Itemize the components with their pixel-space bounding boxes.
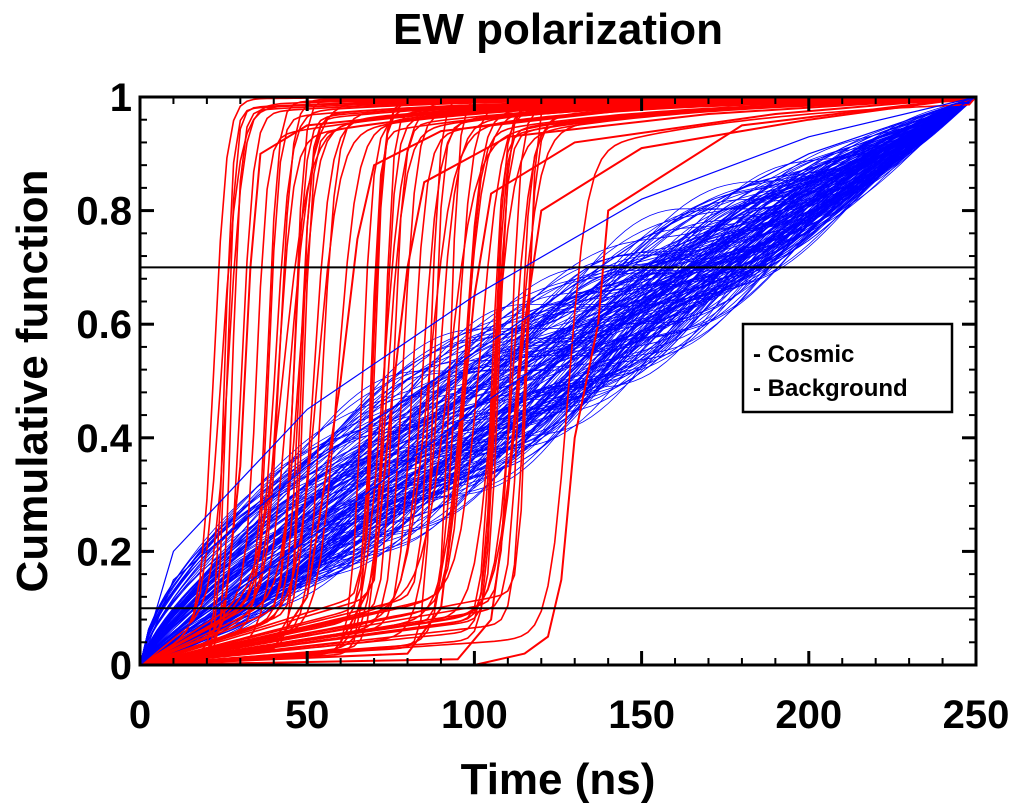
x-tick-labels: 0 50 100 150 200 250 (129, 693, 1010, 737)
background-curve (140, 97, 976, 665)
y-tick-label: 0.2 (76, 530, 132, 574)
y-tick-label: 0 (110, 644, 132, 688)
background-curve (140, 97, 976, 665)
background-example-curve (140, 97, 976, 665)
background-curve (140, 97, 976, 665)
background-curve (140, 97, 976, 665)
y-tick-label: 1 (110, 76, 132, 120)
background-curve (140, 97, 976, 665)
background-curve (140, 97, 976, 665)
background-example-curve (140, 97, 976, 665)
background-curve (140, 97, 976, 665)
y-tick-label: 0.4 (76, 417, 132, 461)
threshold-lines (140, 266, 976, 610)
background-curve (140, 97, 976, 665)
legend: - Cosmic - Background (741, 322, 954, 414)
y-tick-label: 0.8 (76, 190, 132, 234)
background-example-curve (140, 97, 976, 665)
x-axis-label: Time (ns) (461, 755, 656, 804)
y-tick-labels: 0 0.2 0.4 0.6 0.8 1 (76, 76, 132, 688)
background-curve (140, 97, 976, 665)
legend-entry-cosmic: - Cosmic (753, 341, 854, 368)
x-tick-label: 0 (129, 693, 151, 737)
background-curve (140, 97, 976, 665)
x-tick-label: 200 (775, 693, 842, 737)
cosmic-example-curve (140, 97, 976, 665)
background-curve (140, 97, 976, 665)
background-curve (140, 97, 976, 665)
background-curve (140, 97, 976, 665)
cosmic-curve (140, 97, 976, 665)
chart-title: EW polarization (393, 5, 723, 54)
background-curve (140, 97, 976, 665)
legend-entry-background: - Background (753, 375, 908, 402)
plot-frame (138, 95, 978, 667)
background-curve (140, 97, 976, 665)
background-curve (140, 97, 976, 665)
x-tick-label: 50 (285, 693, 330, 737)
background-curve (140, 97, 976, 665)
background-curve (140, 97, 976, 665)
y-axis-label: Cumulative function (8, 170, 57, 593)
background-curve (140, 97, 976, 665)
background-curve (140, 97, 976, 665)
background-curve (140, 97, 976, 665)
cosmic-example-curve (140, 97, 976, 665)
cosmic-example-curve (140, 97, 976, 665)
background-curve (140, 97, 976, 665)
background-curve (140, 97, 976, 665)
cosmic-example-curve (140, 97, 976, 665)
background-curve (140, 97, 976, 665)
background-curve (140, 97, 976, 665)
x-tick-label: 250 (943, 693, 1010, 737)
x-tick-label: 100 (441, 693, 508, 737)
x-tick-label: 150 (608, 693, 675, 737)
legend-box (741, 322, 954, 414)
axis-ticks (138, 95, 978, 667)
y-tick-label: 0.6 (76, 303, 132, 347)
